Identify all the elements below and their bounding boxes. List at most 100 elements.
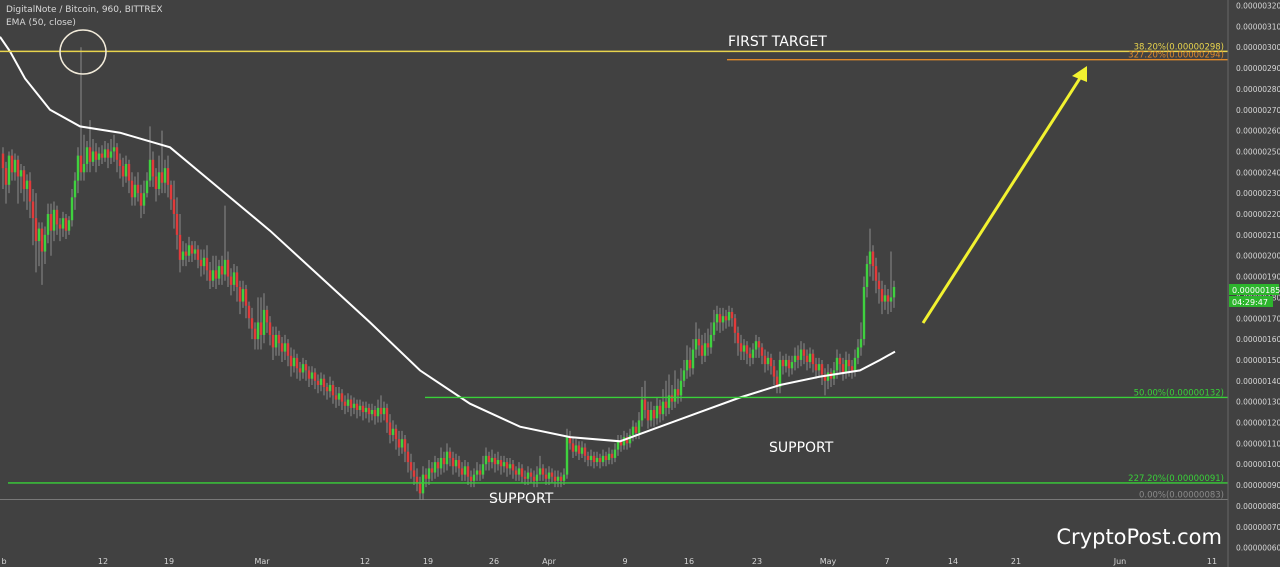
y-axis[interactable]: 0.00000320 0.00000310 0.00000300 0.00000290… <box>1236 2 1280 553</box>
candle <box>136 172 140 202</box>
candle-body <box>667 395 671 408</box>
candle <box>664 380 668 417</box>
candle <box>364 401 368 419</box>
candle-body <box>877 280 881 290</box>
x-axis[interactable]: b 12 19 Mar 12 19 26 Apr 9 16 23 May 7 14 21 Jun 11 <box>1 557 1217 566</box>
candle <box>49 203 53 256</box>
candle-body <box>715 314 719 323</box>
candle-body <box>574 445 578 452</box>
candle <box>448 447 452 467</box>
candle <box>211 255 215 287</box>
candle <box>616 435 620 456</box>
candle <box>658 399 662 423</box>
candle <box>283 334 287 360</box>
candle-body <box>388 422 392 436</box>
candle <box>238 280 242 315</box>
y-tick-label: 0.00000250 <box>1236 147 1280 156</box>
candle-body <box>34 218 38 242</box>
candle-body <box>652 409 656 419</box>
candle <box>40 222 44 285</box>
candle <box>631 420 635 442</box>
candle <box>76 147 80 194</box>
candle <box>241 280 245 308</box>
candle-body <box>286 343 290 356</box>
candle <box>553 470 557 488</box>
candle-body <box>13 159 17 173</box>
candle <box>4 161 8 204</box>
candle-body <box>295 357 299 369</box>
candle-body <box>703 343 707 356</box>
candle-body <box>853 357 857 371</box>
candle-body <box>4 168 8 185</box>
y-tick-label: 0.00000100 <box>1236 460 1280 469</box>
candle <box>208 261 212 290</box>
candle-body <box>607 453 611 461</box>
candle-body <box>346 399 350 406</box>
y-tick-label: 0.00000140 <box>1236 377 1280 386</box>
indicator-label[interactable]: EMA (50, close) <box>6 18 76 28</box>
candle <box>142 180 146 214</box>
candle-body <box>547 472 551 479</box>
candle-body <box>700 345 704 356</box>
candle-body <box>814 364 818 371</box>
candle <box>580 441 584 458</box>
candle-body <box>784 359 788 367</box>
candle-body <box>31 201 35 219</box>
current-price-value: 0.00000185 <box>1232 286 1280 295</box>
candle <box>712 309 716 342</box>
candle <box>280 337 284 363</box>
candle <box>841 357 845 381</box>
candle-body <box>424 474 428 479</box>
candle-body <box>811 353 815 365</box>
candle-body <box>472 474 476 481</box>
ema-line <box>0 36 896 443</box>
candle-body <box>781 359 785 367</box>
candle-body <box>556 476 560 481</box>
candle-body <box>262 309 266 335</box>
candle-body <box>760 347 764 356</box>
candle <box>871 245 875 281</box>
candle <box>706 328 710 356</box>
candle <box>571 437 575 458</box>
candle <box>322 374 326 396</box>
candle-body <box>604 455 608 461</box>
candle <box>583 443 587 463</box>
candle <box>265 305 269 333</box>
candle <box>718 307 722 333</box>
candle-body <box>58 224 62 229</box>
candle-body <box>304 364 308 371</box>
candle <box>748 347 752 367</box>
candle <box>454 453 458 473</box>
candle-body <box>592 455 596 463</box>
candle <box>100 145 104 164</box>
candle-body <box>640 399 644 421</box>
candle <box>484 447 488 471</box>
first-target-label: FIRST TARGET <box>728 34 827 50</box>
candle-body <box>553 476 557 481</box>
candle <box>55 205 59 235</box>
candle <box>37 222 41 267</box>
candle-body <box>229 276 233 285</box>
candle-body <box>748 353 752 358</box>
candle <box>73 172 77 210</box>
candle-body <box>88 147 92 162</box>
fib-label: 327.20%(0.00000294) <box>1128 51 1224 61</box>
candle-body <box>718 314 722 323</box>
candle <box>493 453 497 473</box>
candle-body <box>202 257 206 267</box>
candle <box>880 280 884 315</box>
candle <box>112 134 116 162</box>
candle <box>295 353 299 379</box>
candle-body <box>541 468 545 475</box>
candle-body <box>643 399 647 410</box>
candle <box>349 395 353 417</box>
candle <box>19 163 23 194</box>
candle-body <box>343 401 347 406</box>
candle-body <box>661 401 665 415</box>
candle <box>382 401 386 421</box>
candle-body <box>208 270 212 281</box>
candle <box>463 460 467 481</box>
candle <box>820 359 824 385</box>
candle <box>802 343 806 365</box>
